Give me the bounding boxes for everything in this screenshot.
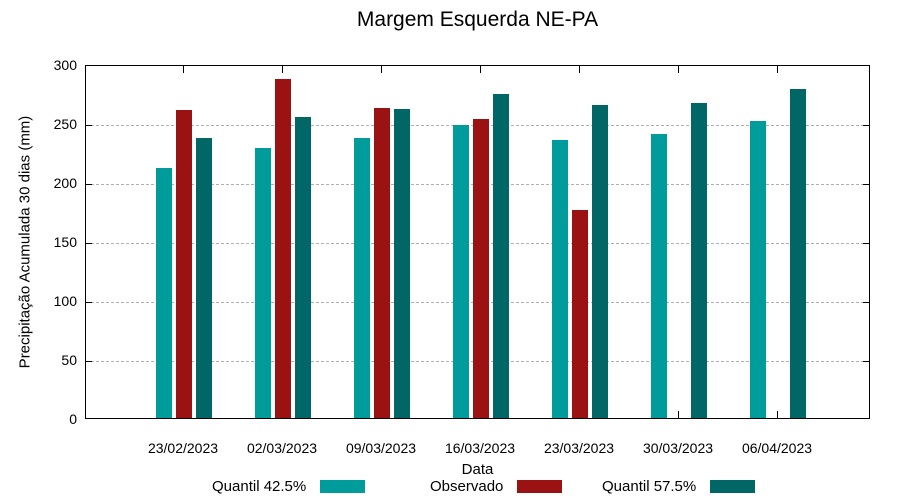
legend-label-observado: Observado — [430, 477, 504, 495]
legend-swatch-observado — [517, 479, 563, 493]
bar-quantil-42.5--09/03/2023 — [354, 138, 370, 418]
x-tick-bottom — [678, 411, 679, 418]
chart-title: Margem Esquerda NE-PA — [356, 8, 599, 31]
bar-quantil-57.5--02/03/2023 — [295, 117, 311, 418]
bar-quantil-42.5--06/04/2023 — [750, 120, 766, 418]
legend-label-quantil-57.5-: Quantil 57.5% — [602, 477, 697, 495]
bar-quantil-42.5--23/03/2023 — [552, 139, 568, 418]
y-tick-label-150: 150 — [53, 234, 77, 250]
bar-quantil-57.5--23/02/2023 — [196, 138, 212, 418]
x-tick-top — [678, 66, 679, 73]
bar-observado-09/03/2023 — [374, 107, 390, 418]
bar-observado-02/03/2023 — [275, 79, 291, 418]
x-tick-label: 06/04/2023 — [741, 440, 813, 456]
plot-area — [85, 65, 870, 419]
x-axis-title: Data — [461, 461, 494, 478]
x-tick-label: 23/03/2023 — [543, 440, 615, 456]
y-tick-left — [86, 243, 92, 244]
bar-quantil-57.5--06/04/2023 — [790, 88, 806, 418]
bar-quantil-57.5--09/03/2023 — [394, 108, 410, 418]
y-tick-label-250: 250 — [53, 116, 77, 132]
bar-quantil-57.5--23/03/2023 — [592, 105, 608, 418]
bar-quantil-57.5--16/03/2023 — [493, 93, 509, 418]
y-tick-label-300: 300 — [53, 57, 77, 73]
x-tick-bottom — [777, 411, 778, 418]
bar-quantil-42.5--23/02/2023 — [156, 167, 172, 418]
y-tick-right — [863, 125, 869, 126]
x-tick-label: 30/03/2023 — [642, 440, 714, 456]
x-tick-top — [480, 66, 481, 73]
legend-entry-observado: Observado — [430, 477, 563, 495]
x-tick-label: 09/03/2023 — [345, 440, 417, 456]
legend-entry-quantil-42.5-: Quantil 42.5% — [212, 477, 366, 495]
legend-label-quantil-42.5-: Quantil 42.5% — [212, 477, 307, 495]
legend-entry-quantil-57.5-: Quantil 57.5% — [602, 477, 756, 495]
legend: Quantil 42.5% Observado Quantil 57.5% — [0, 478, 900, 496]
y-tick-left — [86, 184, 92, 185]
legend-swatch-quantil-57.5- — [710, 479, 756, 493]
y-tick-left — [86, 125, 92, 126]
y-tick-right — [863, 361, 869, 362]
bar-quantil-42.5--16/03/2023 — [453, 125, 469, 418]
x-tick-top — [777, 66, 778, 73]
x-tick-label: 02/03/2023 — [246, 440, 318, 456]
y-tick-left — [86, 361, 92, 362]
bar-observado-23/03/2023 — [572, 210, 588, 418]
bar-quantil-42.5--30/03/2023 — [651, 133, 667, 418]
x-tick-top — [183, 66, 184, 73]
y-tick-left — [86, 302, 92, 303]
y-tick-right — [863, 243, 869, 244]
y-tick-label-200: 200 — [53, 175, 77, 191]
bar-quantil-42.5--02/03/2023 — [255, 147, 271, 418]
x-tick-label: 23/02/2023 — [147, 440, 219, 456]
x-tick-top — [282, 66, 283, 73]
x-tick-label: 16/03/2023 — [444, 440, 516, 456]
y-tick-right — [863, 302, 869, 303]
y-tick-right — [863, 184, 869, 185]
y-tick-label-0: 0 — [69, 411, 77, 427]
x-tick-top — [381, 66, 382, 73]
bar-observado-23/02/2023 — [176, 110, 192, 418]
x-tick-top — [579, 66, 580, 73]
bar-observado-16/03/2023 — [473, 119, 489, 418]
y-tick-label-50: 50 — [61, 352, 77, 368]
legend-swatch-quantil-42.5- — [320, 479, 366, 493]
y-tick-label-100: 100 — [53, 293, 77, 309]
bar-quantil-57.5--30/03/2023 — [691, 102, 707, 418]
